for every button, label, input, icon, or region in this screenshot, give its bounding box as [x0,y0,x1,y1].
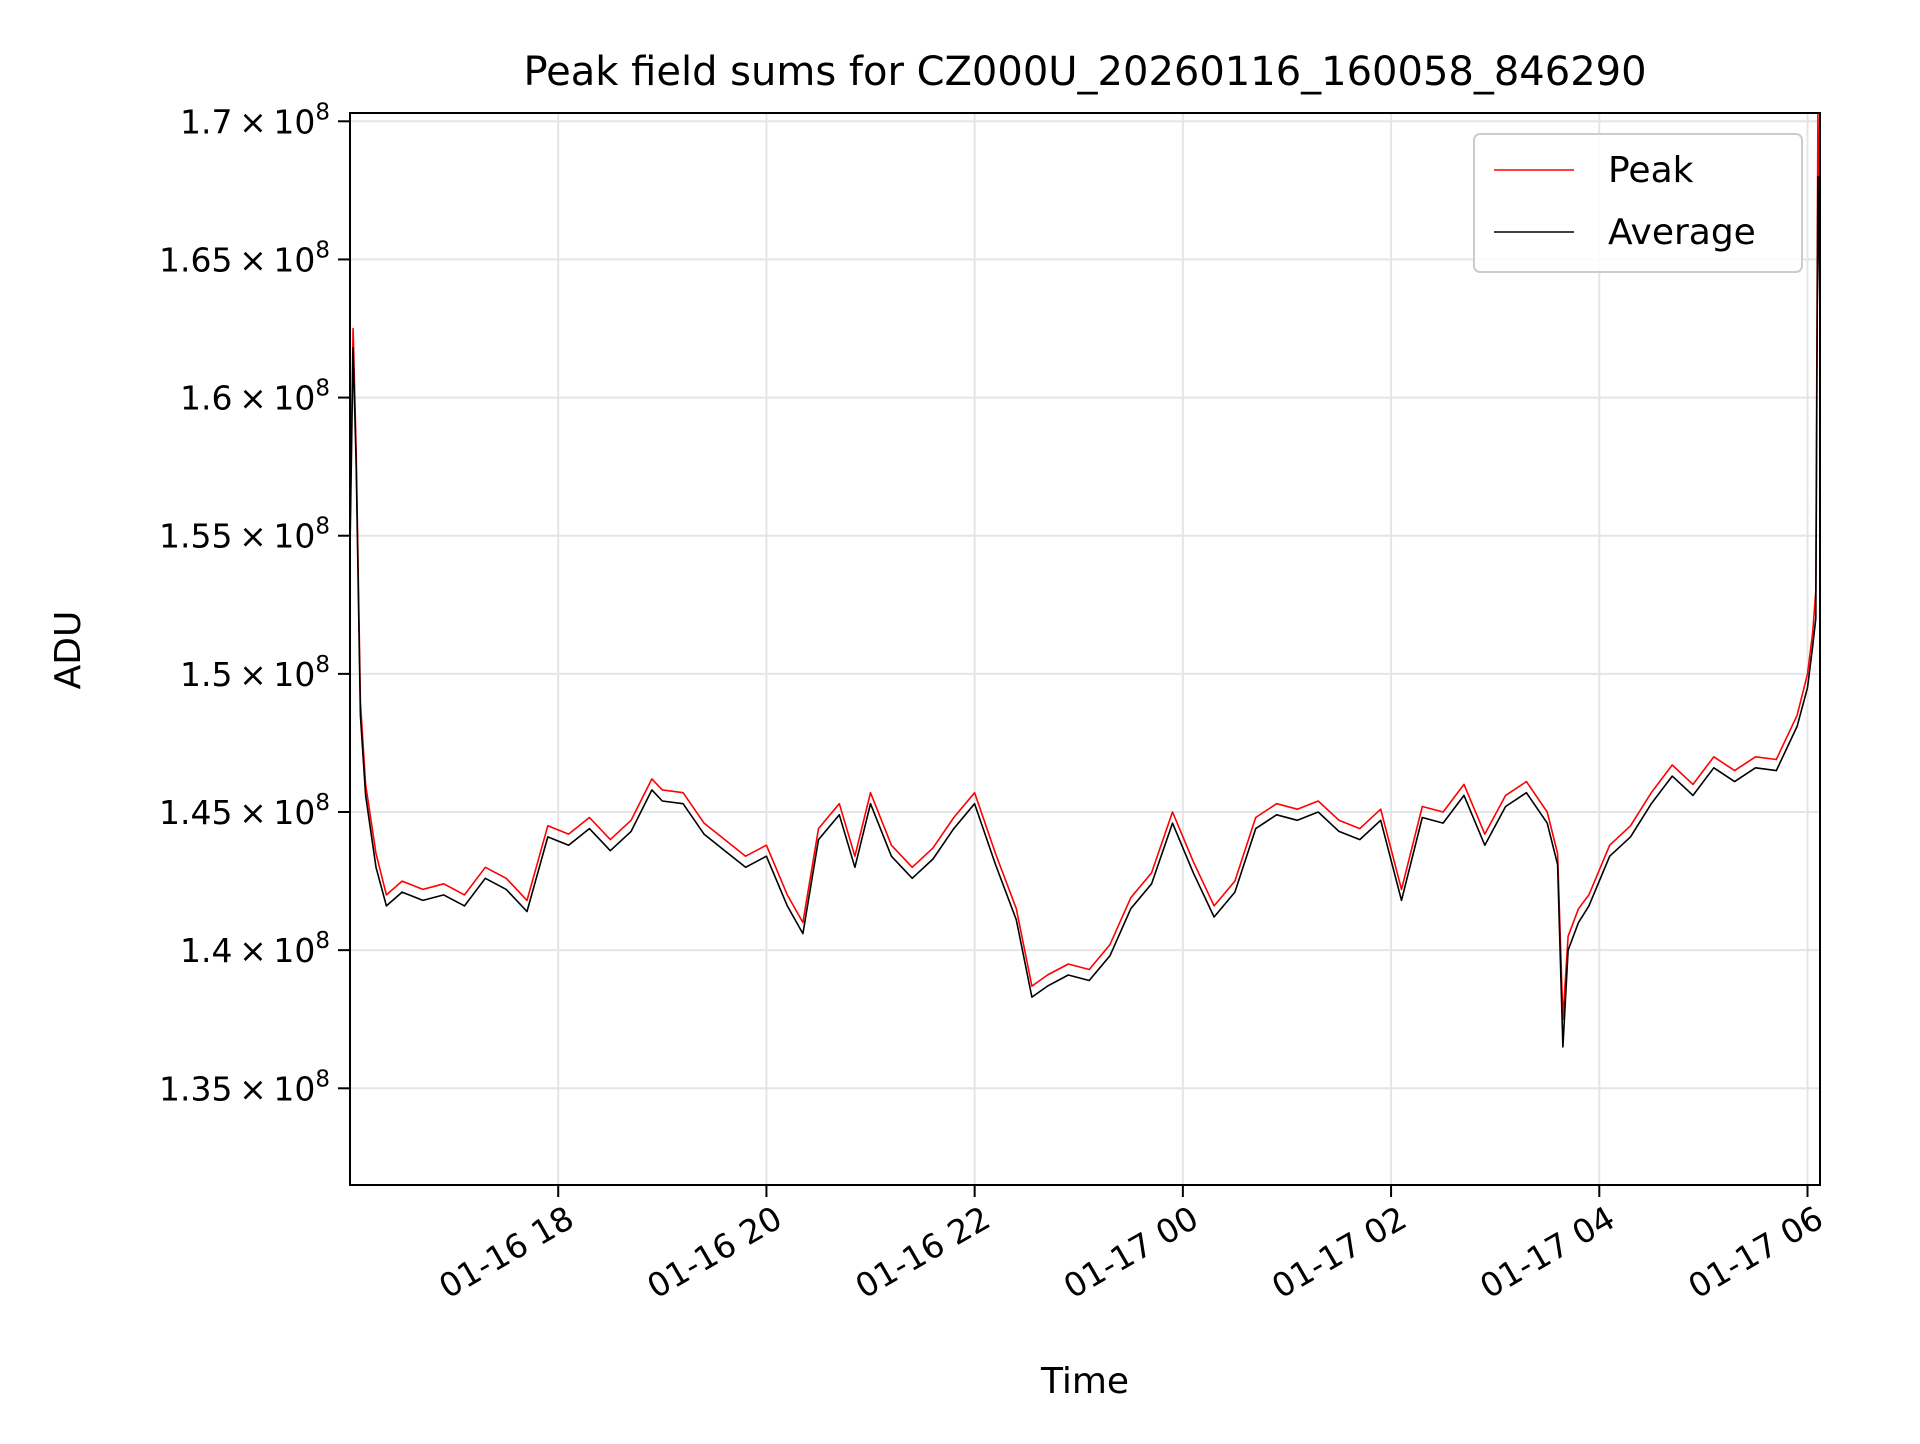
y-axis-label: ADU [48,611,89,690]
y-tick-label: 1.65 × 108 [159,237,330,279]
series-layer [350,113,1820,1048]
y-axis-ticks: 1.35 × 108 1.4 × 108 1.45 × 108 1.5 × 108 1.… [159,99,350,1108]
legend-average-label: Average [1608,212,1756,253]
y-tick-label: 1.4 × 108 [180,928,330,970]
legend-peak-label: Peak [1608,150,1694,191]
x-axis-label: Time [1040,1361,1129,1402]
y-tick-label: 1.55 × 108 [159,514,330,556]
y-tick-label: 1.7 × 108 [180,99,330,141]
chart-title: Peak field sums for CZ000U_20260116_1600… [523,49,1646,95]
grid [350,113,1820,1185]
y-tick-label: 1.45 × 108 [159,790,330,832]
y-tick-label: 1.5 × 108 [180,652,330,694]
plot-area [350,113,1820,1048]
legend-box [1473,133,1803,273]
plot-frame [349,112,1821,1186]
series-line-average [350,175,1820,1048]
legend: Peak Average [1473,133,1803,273]
y-tick-label: 1.6 × 108 [180,376,330,418]
series-line-peak [350,113,1820,1021]
y-tick-label: 1.35 × 108 [159,1066,330,1108]
